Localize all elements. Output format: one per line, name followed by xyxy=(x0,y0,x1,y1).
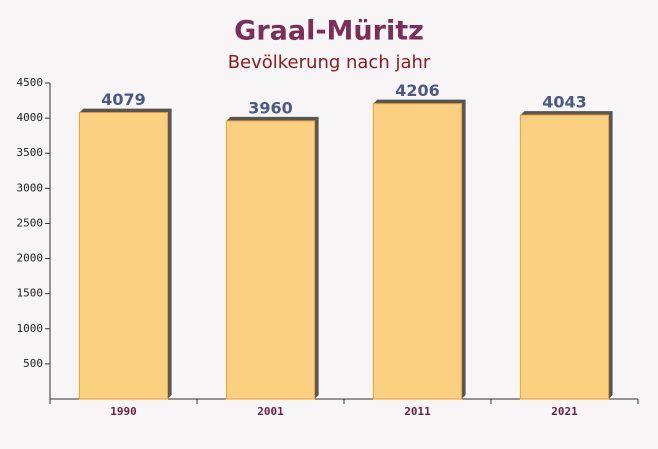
y-tick-label: 500 xyxy=(23,357,43,370)
y-tick-label: 2500 xyxy=(17,216,44,229)
y-tick-label: 3000 xyxy=(17,181,44,194)
bar xyxy=(225,120,316,400)
y-tick-label: 1500 xyxy=(17,287,44,300)
bar xyxy=(519,114,610,400)
y-tick-label: 4000 xyxy=(17,111,44,124)
chart-subtitle: Bevölkerung nach jahr xyxy=(228,52,431,73)
x-tick-label: 2001 xyxy=(257,405,284,418)
y-tick-label: 3500 xyxy=(17,146,44,159)
bar xyxy=(372,103,463,400)
x-tick-label: 2021 xyxy=(551,405,578,418)
x-tick-label: 1990 xyxy=(110,405,137,418)
bar xyxy=(78,112,169,400)
value-label: 3960 xyxy=(248,98,293,117)
value-label: 4206 xyxy=(395,81,440,100)
y-tick-label: 4500 xyxy=(17,76,44,89)
x-tick-label: 2011 xyxy=(404,405,431,418)
value-label: 4079 xyxy=(101,90,146,109)
value-label: 4043 xyxy=(542,93,587,112)
chart-title: Graal-Müritz xyxy=(234,16,424,47)
y-tick-label: 1000 xyxy=(17,322,44,335)
y-tick-label: 2000 xyxy=(17,252,44,265)
